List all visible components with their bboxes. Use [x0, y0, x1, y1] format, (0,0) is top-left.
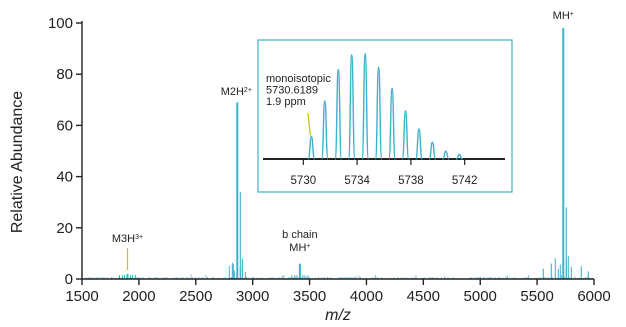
inset-x-tick-label-5730: 5730	[291, 175, 317, 187]
x-tick-label-4000: 4000	[350, 288, 383, 305]
y-axis-label: Relative Abundance	[9, 91, 26, 233]
y-tick-label-0: 0	[65, 271, 73, 288]
x-tick-label-1500: 1500	[65, 288, 98, 305]
isotope-peak-7	[401, 110, 410, 160]
inset-panel: 5730 5734 5738 5742 monoisotopic5730.61891.9…	[257, 39, 513, 193]
inset-x-tick-label-5734: 5734	[344, 175, 370, 187]
isotope-peak-0	[307, 135, 316, 160]
isotope-peak-10	[442, 150, 450, 160]
label-m3h: M3H3+	[112, 233, 143, 245]
x-tick-label-5500: 5500	[520, 288, 553, 305]
inset-annotation-2: 1.9 ppm	[266, 96, 306, 108]
x-tick-label-3500: 3500	[293, 288, 326, 305]
isotope-peak-11	[455, 153, 463, 160]
isotope-peak-3	[347, 54, 356, 160]
x-tick-label-3000: 3000	[236, 288, 269, 305]
isotope-peak-9	[428, 141, 437, 160]
x-tick-label-4500: 4500	[407, 288, 440, 305]
x-axis-label: m/z	[325, 307, 351, 324]
x-tick-label-2500: 2500	[179, 288, 212, 305]
y-tick-label-100: 100	[48, 15, 73, 32]
isotope-peak-1	[320, 100, 329, 160]
isotope-peak-5	[374, 66, 383, 160]
y-tick-label-20: 20	[56, 220, 73, 237]
inset-x-tick-label-5738: 5738	[398, 175, 424, 187]
monoisotopic-callout-line	[307, 112, 312, 136]
isotope-peak-2	[334, 68, 343, 160]
x-tick-label-2000: 2000	[122, 288, 155, 305]
isotope-peak-4	[361, 52, 370, 160]
axes: 0 20 40 60 80 100 1500 2000 2500 3000 3500 4000 4500…	[48, 15, 611, 305]
label-b-chain-mh: MH+	[289, 242, 310, 254]
y-tick-label-80: 80	[56, 66, 73, 83]
x-tick-label-6000: 6000	[577, 288, 610, 305]
label-m2h: M2H2+	[221, 86, 252, 98]
inset-annotation-1: 5730.6189	[266, 85, 318, 97]
label-b-chain: b chain	[282, 229, 317, 241]
inset-frame	[257, 39, 513, 193]
baseline-noise	[84, 274, 594, 279]
isotope-peak-8	[415, 128, 423, 160]
x-tick-label-5000: 5000	[464, 288, 497, 305]
y-tick-label-60: 60	[56, 117, 73, 134]
inset-annotation-0: monoisotopic	[266, 73, 331, 85]
y-tick-label-40: 40	[56, 169, 73, 186]
inset-x-tick-label-5742: 5742	[452, 175, 478, 187]
isotope-peak-6	[388, 87, 396, 160]
label-mh: MH+	[553, 10, 574, 22]
